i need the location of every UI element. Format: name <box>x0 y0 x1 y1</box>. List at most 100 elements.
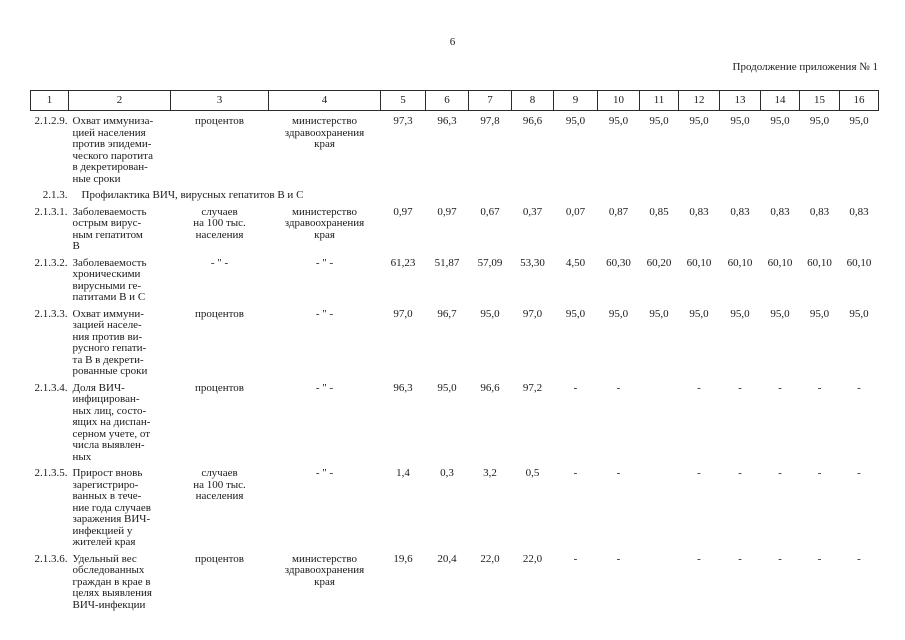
value-cell: 95,0 <box>770 307 790 320</box>
header-cell-12: 12 <box>678 90 720 111</box>
value-cell: 0,97 <box>393 205 413 218</box>
table-row: 2.1.3.3. Охват иммуни- зацией населе- ния… <box>31 304 879 378</box>
value-cell: 95,0 <box>809 307 830 320</box>
value-cell: 61,23 <box>390 256 416 269</box>
value-cell: 96,6 <box>480 381 500 394</box>
table-row: 2.1.2.9. Охват иммуниза- цией населения п… <box>31 111 879 186</box>
header-cell-9: 9 <box>553 90 598 111</box>
value-cell: - <box>857 467 861 479</box>
value-cell: 57,09 <box>477 256 503 269</box>
value-cell: - <box>857 381 861 394</box>
value-cell: 95,0 <box>809 115 830 127</box>
value-cell: 20,4 <box>437 552 457 565</box>
value-cell: 0,37 <box>522 205 543 218</box>
row-number: 2.1.3.2. <box>34 256 68 269</box>
value-cell: - <box>817 467 822 479</box>
table-row: 2.1.3.6. Удельный вес обследованных гражд… <box>31 549 879 612</box>
header-cell-4: 4 <box>268 90 381 111</box>
header-cell-8: 8 <box>511 90 554 111</box>
row-number: 2.1.3.6. <box>34 552 68 565</box>
value-cell: 0,87 <box>608 205 629 218</box>
value-cell: 96,3 <box>393 381 413 394</box>
table-row: 2.1.3.1. Заболеваемость острым вирус- ным… <box>31 202 879 253</box>
value-cell: - <box>857 552 861 565</box>
value-cell: 97,8 <box>480 115 500 127</box>
value-cell: 19,6 <box>393 552 413 565</box>
agency-cell: министерство здравоохранения края <box>284 205 365 241</box>
value-cell: 97,2 <box>522 381 543 394</box>
row-number-cell: 2.1.3.3. <box>31 304 69 378</box>
value-cell: - <box>616 467 621 479</box>
value-cell: 95,0 <box>730 115 750 127</box>
value-cell: 95,0 <box>565 115 586 127</box>
value-cell: 95,0 <box>565 307 586 320</box>
value-cell: 51,87 <box>434 256 460 269</box>
value-cell: 95,0 <box>608 307 629 320</box>
row-number: 2.1.2.9. <box>34 115 68 127</box>
row-number-cell: 2.1.3.2. <box>31 253 69 304</box>
value-cell: 95,0 <box>689 307 709 320</box>
table-header-row: 1 2 3 4 5 6 7 8 9 10 11 12 13 14 15 16 <box>30 90 879 111</box>
unit-cell: случаев на 100 тыс. населения <box>193 205 246 241</box>
value-cell: 60,10 <box>686 256 712 269</box>
value-cell: 60,20 <box>646 256 672 269</box>
unit-cell: процентов <box>195 307 244 320</box>
header-cell-3: 3 <box>170 90 269 111</box>
value-cell: 95,0 <box>689 115 709 127</box>
value-cell: 97,0 <box>522 307 543 320</box>
table-body: 2.1.2.9. Охват иммуниза- цией населения п… <box>31 111 879 612</box>
row-number: 2.1.3.4. <box>34 381 68 394</box>
header-cell-2: 2 <box>68 90 171 111</box>
value-cell: - <box>738 381 742 394</box>
value-cell <box>640 463 679 549</box>
value-cell: 95,0 <box>608 115 629 127</box>
header-cell-15: 15 <box>799 90 840 111</box>
indicator-cell: Заболеваемость хроническими вирусными ге… <box>72 256 147 303</box>
unit-cell: случаев на 100 тыс. населения <box>193 467 246 502</box>
value-cell <box>640 378 679 464</box>
agency-cell: - " - <box>315 307 334 320</box>
row-number-cell: 2.1.3.6. <box>31 549 69 612</box>
agency-cell: министерство здравоохранения края <box>284 552 365 588</box>
header-cell-7: 7 <box>468 90 512 111</box>
unit-cell: - " - <box>210 256 229 269</box>
indicator-cell: Прирост вновь зарегистриро- ванных в теч… <box>72 467 151 548</box>
row-number-cell: 2.1.3. <box>31 185 69 202</box>
row-number-cell: 2.1.2.9. <box>31 111 69 186</box>
continuation-note: Продолжение приложения № 1 <box>732 61 878 73</box>
value-cell: 1,4 <box>396 467 410 479</box>
value-cell: - <box>738 467 742 479</box>
value-cell: 3,2 <box>483 467 497 479</box>
value-cell: 4,50 <box>565 256 586 269</box>
header-cell-1: 1 <box>30 90 69 111</box>
row-number: 2.1.3.5. <box>34 467 68 479</box>
value-cell: - <box>573 552 578 565</box>
header-cell-10: 10 <box>597 90 640 111</box>
value-cell: 0,5 <box>525 467 540 479</box>
value-cell: 95,0 <box>649 115 669 127</box>
value-cell <box>640 549 679 612</box>
value-cell: 96,7 <box>437 307 457 320</box>
agency-cell: - " - <box>315 381 334 394</box>
indicator-cell: Удельный вес обследованных граждан в кра… <box>72 552 152 611</box>
table-row: 2.1.3.4. Доля ВИЧ- инфицирован- ных лиц, … <box>31 378 879 464</box>
value-cell: 95,0 <box>649 307 669 320</box>
value-cell: 0,83 <box>689 205 709 218</box>
value-cell: 0,85 <box>649 205 669 218</box>
value-cell: 60,10 <box>807 256 832 269</box>
value-cell: - <box>697 552 701 565</box>
table-row: 2.1.3.2. Заболеваемость хроническими виру… <box>31 253 879 304</box>
value-cell: 0,83 <box>730 205 750 218</box>
row-number-cell: 2.1.3.1. <box>31 202 69 253</box>
section-row: 2.1.3. Профилактика ВИЧ, вирусных гепатит… <box>31 185 879 202</box>
value-cell: - <box>817 552 822 565</box>
value-cell: 22,0 <box>522 552 543 565</box>
agency-cell: министерство здравоохранения края <box>284 115 365 150</box>
value-cell: - <box>697 467 701 479</box>
indicator-cell: Охват иммуни- зацией населе- ния против … <box>72 307 148 377</box>
row-number: 2.1.3.1. <box>34 205 68 218</box>
header-cell-11: 11 <box>639 90 679 111</box>
header-cell-13: 13 <box>719 90 761 111</box>
value-cell: 0,3 <box>440 467 454 479</box>
